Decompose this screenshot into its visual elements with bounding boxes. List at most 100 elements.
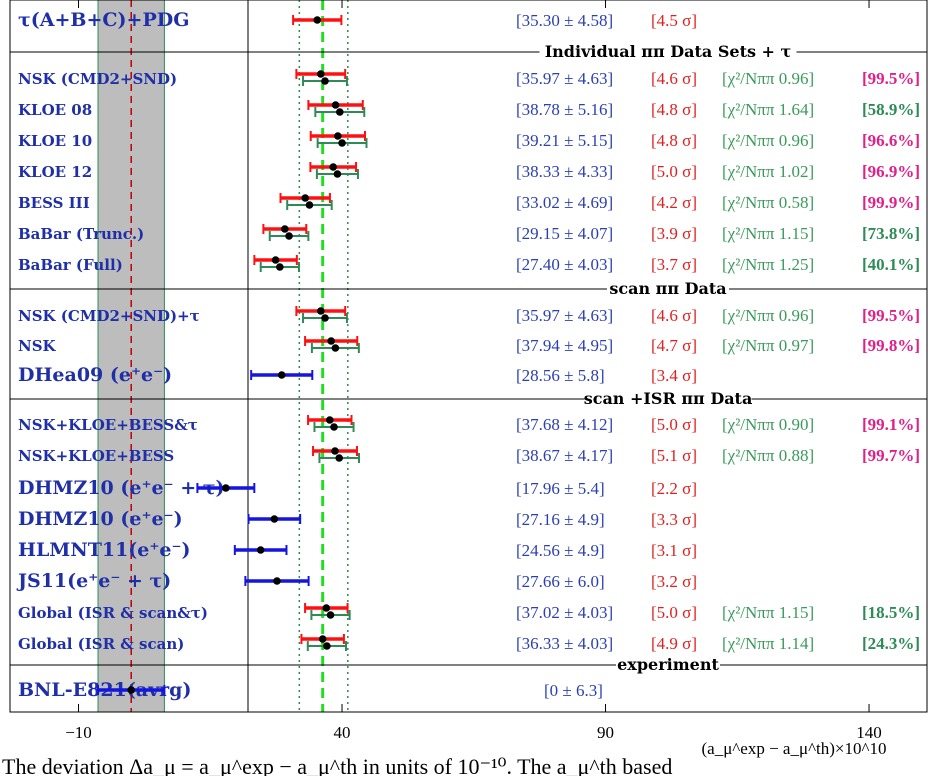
error-bar-red-point [331, 447, 339, 455]
row-sigma: [4.2 σ] [651, 193, 697, 212]
error-bar-green-point [338, 139, 346, 147]
row-probability: [99.7%] [862, 446, 920, 465]
row-label: JS11(e⁺e⁻ + τ) [16, 570, 171, 592]
row-sigma: [4.6 σ] [651, 69, 697, 88]
row-label: KLOE 08 [18, 101, 92, 119]
row-chi2: [χ²/Nππ 0.88] [722, 446, 814, 465]
row-sigma: [5.0 σ] [651, 603, 697, 622]
row-probability: [96.9%] [862, 162, 920, 181]
row-value: [39.21 ± 5.15] [516, 131, 613, 150]
row-value: [17.96 ± 5.4] [516, 479, 605, 498]
row-probability: [18.5%] [862, 603, 920, 622]
row-label: HLMNT11(e⁺e⁻) [18, 539, 191, 561]
error-bar-red-point [327, 337, 335, 345]
row-value: [35.97 ± 4.63] [516, 306, 613, 325]
row-label: DHMZ10 (e⁺e⁻ + τ) [18, 477, 225, 499]
x-tick-label: 40 [334, 723, 351, 742]
row-sigma: [5.0 σ] [651, 415, 697, 434]
row-sigma: [5.0 σ] [651, 162, 697, 181]
row-chi2: [χ²/Nππ 0.96] [722, 131, 814, 150]
row-chi2: [χ²/Nππ 1.15] [722, 603, 814, 622]
row-value: [29.15 ± 4.07] [516, 224, 613, 243]
error-bar-red-point [325, 416, 334, 424]
error-bar-green-point [330, 423, 338, 431]
row-value: [37.94 ± 4.95] [516, 336, 613, 355]
error-bar-green-point [323, 642, 331, 650]
error-bar-red-point [271, 256, 280, 264]
error-bar-red-point [313, 16, 322, 24]
error-bar-green-point [333, 170, 342, 178]
row-label: Global (ISR & scan) [18, 635, 184, 653]
row-sigma: [4.5 σ] [651, 11, 697, 30]
row-label: DHMZ10 (e⁺e⁻) [18, 508, 183, 530]
section-title: Individual ππ Data Sets + τ [545, 42, 792, 61]
error-bar-red-point [316, 70, 325, 78]
row-chi2: [χ²/Nππ 1.14] [722, 634, 814, 653]
error-bar-green-point [335, 454, 344, 462]
row-label: τ(A+B+C)+PDG [18, 9, 189, 31]
row-sigma: [3.9 σ] [651, 224, 697, 243]
row-chi2: [χ²/Nππ 0.58] [722, 193, 814, 212]
error-bar-red-point [281, 225, 289, 233]
row-sigma: [3.3 σ] [651, 510, 697, 529]
row-label: DHea09 (e⁺e⁻) [18, 364, 172, 386]
error-bar-red-point [301, 194, 310, 202]
row-label: KLOE 12 [18, 163, 92, 181]
row-chi2: [χ²/Nππ 0.96] [722, 69, 814, 88]
row-value: [38.78 ± 5.16] [516, 100, 613, 119]
row-label: NSK+KLOE+BESS&τ [18, 416, 198, 434]
row-probability: [73.8%] [862, 224, 920, 243]
error-bar-green-point [321, 314, 329, 322]
x-tick-label: −10 [65, 723, 92, 742]
row-value: [36.33 ± 4.03] [516, 634, 613, 653]
x-tick-label: 90 [597, 723, 614, 742]
row-probability: [24.3%] [862, 634, 920, 653]
row-value: [28.56 ± 5.8] [516, 366, 605, 385]
row-probability: [99.1%] [862, 415, 920, 434]
error-bar-green-point [336, 108, 344, 116]
row-label: KLOE 10 [18, 132, 92, 150]
section-title: scan +ISR ππ Data [584, 389, 753, 408]
section-title-background [539, 42, 797, 61]
row-label: NSK (CMD2+SND) [18, 70, 177, 88]
row-value: [27.40 ± 4.03] [516, 255, 613, 274]
error-bar-red-point [318, 635, 327, 643]
row-label: NSK (CMD2+SND)+τ [18, 307, 200, 325]
row-probability: [58.9%] [862, 100, 920, 119]
caption-text: The deviation Δa_μ = a_μ^exp − a_μ^th in… [2, 754, 672, 776]
row-sigma: [4.7 σ] [651, 336, 697, 355]
row-chi2: [χ²/Nππ 0.90] [722, 415, 814, 434]
row-sigma: [3.1 σ] [651, 541, 697, 560]
error-bar-green-point [331, 344, 340, 352]
row-value: [27.66 ± 6.0] [516, 572, 605, 591]
error-bar-blue-point [127, 686, 136, 694]
section-title-background [607, 279, 729, 298]
row-value: [35.97 ± 4.63] [516, 69, 613, 88]
section-title-background [584, 389, 752, 408]
row-sigma: [4.8 σ] [651, 131, 697, 150]
row-sigma: [4.8 σ] [651, 100, 697, 119]
row-probability: [99.5%] [862, 69, 920, 88]
error-bar-red-point [316, 307, 325, 315]
row-value: [27.16 ± 4.9] [516, 510, 605, 529]
row-label: NSK [18, 337, 57, 355]
section-title: scan ππ Data [609, 279, 726, 298]
error-bar-red-point [329, 163, 338, 171]
row-chi2: [χ²/Nππ 1.02] [722, 162, 814, 181]
row-value: [35.30 ± 4.58] [516, 11, 613, 30]
error-bar-red-point [331, 101, 340, 109]
row-label: Global (ISR & scan&τ) [18, 604, 208, 622]
error-bar-green-point [305, 201, 314, 209]
error-bar-green-point [285, 232, 293, 240]
row-sigma: [4.9 σ] [651, 634, 697, 653]
row-label: NSK+KLOE+BESS [18, 447, 174, 465]
x-tick-label: 140 [856, 723, 882, 742]
row-value: [24.56 ± 4.9] [516, 541, 605, 560]
row-sigma: [4.6 σ] [651, 306, 697, 325]
error-bar-red-point [334, 132, 342, 140]
row-value: [38.33 ± 4.33] [516, 162, 613, 181]
row-sigma: [3.7 σ] [651, 255, 697, 274]
row-probability: [99.9%] [862, 193, 920, 212]
row-chi2: [χ²/Nππ 0.97] [722, 336, 814, 355]
